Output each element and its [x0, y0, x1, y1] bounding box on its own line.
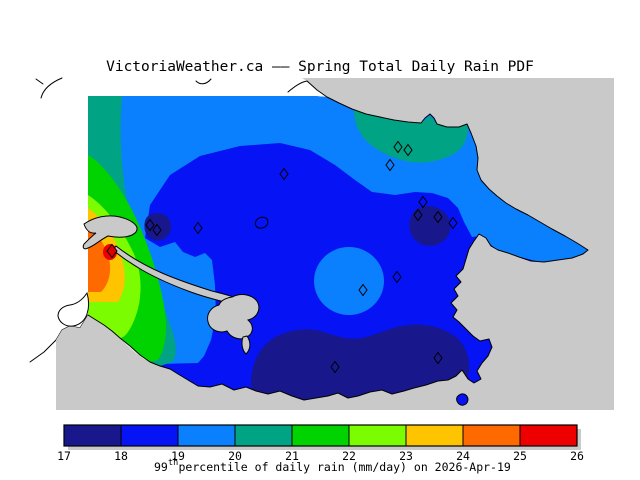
colorbar-segment [291, 424, 350, 447]
colorbar-tick-label: 26 [570, 449, 584, 463]
colorbar-tick-label: 17 [57, 449, 71, 463]
figure-title: VictoriaWeather.ca —— Spring Total Daily… [106, 59, 534, 75]
station-marker [392, 270, 402, 284]
band-17-18-west-blob [144, 213, 172, 241]
colorbar-segment [348, 424, 407, 447]
colorbar-segment [462, 424, 521, 447]
station-marker [279, 167, 289, 181]
band-17-18-east-blob [409, 206, 451, 246]
coastline-fragment-north [287, 80, 308, 93]
colorbar-tick-label: 19 [171, 449, 185, 463]
station-marker [433, 210, 443, 224]
esquimalt-peninsula [82, 215, 138, 250]
colorbar-caption-text: percentile of daily rain (mm/day) on 202… [179, 460, 511, 474]
colorbar-tick-label: 20 [228, 449, 242, 463]
colorbar-segment [63, 424, 122, 447]
coastline-main [87, 80, 589, 401]
colorbar-segment [519, 424, 578, 447]
band-20-21-north-lens [354, 110, 468, 163]
coastline-fragment-under-title [195, 78, 212, 85]
colorbar-tick-label: 21 [285, 449, 299, 463]
lake-outline [254, 216, 269, 229]
coastline-fragment-topleft [40, 77, 63, 99]
colorbar-caption-prefix: 99 [154, 460, 168, 474]
station-marker [193, 221, 203, 235]
colorbar: 17 18 19 20 21 22 23 24 25 26 99 th percentile of… [57, 424, 584, 474]
station-marker [433, 351, 443, 365]
colorbar-segment [234, 424, 293, 447]
colorbar-segment [177, 424, 236, 447]
band-17-18-south-region [251, 324, 470, 400]
station-marker [152, 223, 162, 237]
land-mass [56, 78, 614, 410]
highlight-station-marker [106, 243, 118, 259]
colorbar-tick-label: 24 [456, 449, 470, 463]
band-19-20-center-oval [314, 247, 384, 315]
colorbar-segments [63, 424, 578, 447]
station-marker [393, 140, 403, 154]
station-marker [385, 158, 395, 172]
station-marker [358, 283, 368, 297]
colorbar-caption-superscript: th [168, 458, 178, 468]
coastline-fragment-tick [35, 78, 44, 85]
station-marker [330, 360, 340, 374]
harbour-basin [207, 294, 260, 340]
colorbar-tick-label: 23 [399, 449, 413, 463]
colorbar-border [63, 424, 578, 447]
strait-water-patch [57, 291, 89, 327]
colorbar-segment [405, 424, 464, 447]
station-marker [418, 195, 428, 209]
colorbar-tick-label: 25 [513, 449, 527, 463]
station-marker [403, 143, 413, 157]
station-marker [413, 208, 423, 222]
harbour-inlet-tail [241, 335, 251, 355]
station-marker [448, 216, 458, 230]
station-marker [145, 218, 155, 232]
colorbar-tick-label: 22 [342, 449, 356, 463]
offshore-island [456, 393, 469, 406]
station-markers [106, 140, 458, 374]
colorbar-tick-labels: 17 18 19 20 21 22 23 24 25 26 [57, 449, 584, 463]
colorbar-tick-label: 18 [114, 449, 128, 463]
colorbar-segment [120, 424, 179, 447]
